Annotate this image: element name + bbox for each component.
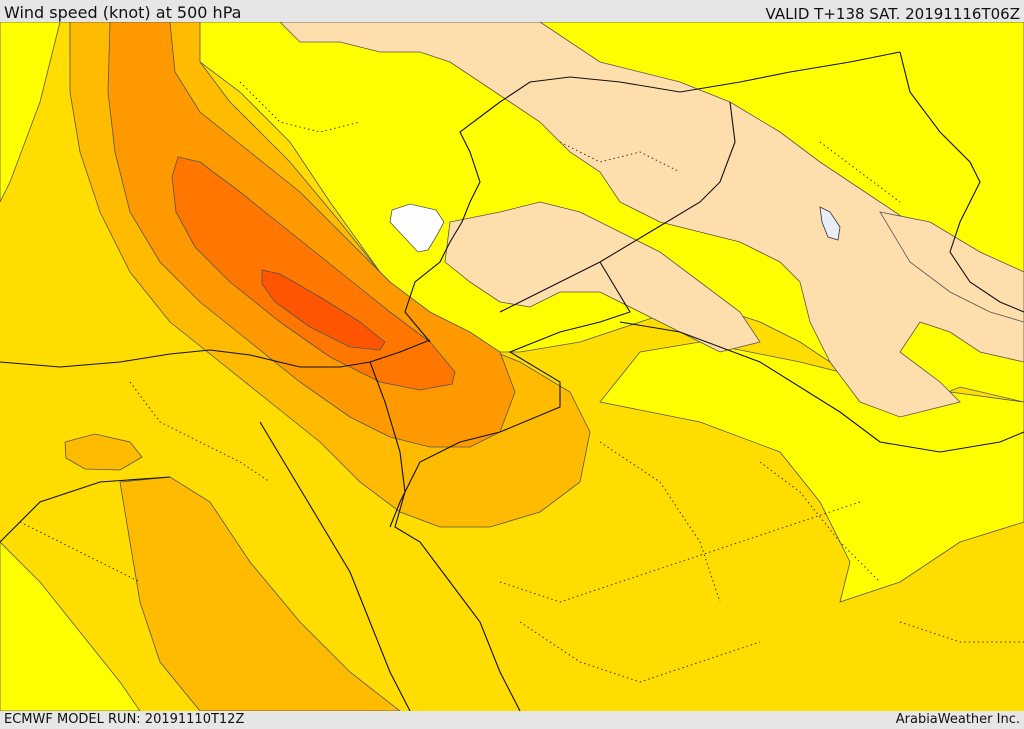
map-title: Wind speed (knot) at 500 hPa	[4, 3, 242, 22]
admin-boundary	[559, 141, 681, 173]
border-line	[369, 361, 521, 711]
valid-time: VALID T+138 SAT. 20191116T06Z	[765, 5, 1020, 23]
band-3-lobe	[64, 433, 143, 471]
border-line	[899, 51, 1024, 313]
band-yellow-west	[0, 22, 61, 203]
admin-boundary	[819, 141, 901, 203]
header-bar: Wind speed (knot) at 500 hPa VALID T+138…	[0, 0, 1024, 23]
dead-sea	[819, 206, 841, 241]
admin-boundary	[519, 621, 761, 683]
model-run: ECMWF MODEL RUN: 20191110T12Z	[4, 712, 245, 727]
band-3-south	[119, 476, 401, 711]
footer-bar: ECMWF MODEL RUN: 20191110T12Z ArabiaWeat…	[0, 711, 1024, 729]
border-line	[0, 339, 431, 368]
border-line	[389, 261, 631, 528]
border-line	[619, 321, 1024, 453]
band-yellow-southwest	[0, 541, 141, 711]
band-peach-levant	[444, 201, 761, 353]
band-peach-north	[279, 22, 1024, 418]
wind-speed-map	[0, 22, 1024, 711]
admin-boundary	[239, 81, 361, 133]
border-line	[499, 101, 736, 313]
border-line	[499, 51, 901, 103]
admin-boundary	[899, 621, 1024, 643]
admin-boundary	[129, 381, 271, 483]
band-5	[171, 156, 456, 391]
border-line	[404, 101, 501, 343]
admin-boundary	[759, 461, 881, 583]
band-6	[261, 269, 386, 351]
admin-boundary	[599, 441, 721, 603]
admin-boundary	[499, 501, 861, 603]
border-line	[259, 421, 411, 711]
calm-patch	[389, 203, 445, 253]
credit-text: ArabiaWeather Inc.	[895, 712, 1020, 727]
